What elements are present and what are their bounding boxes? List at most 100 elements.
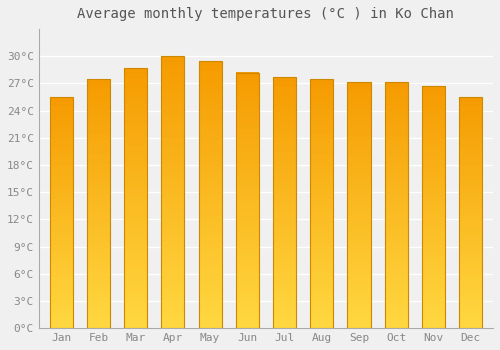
Bar [310, 243, 334, 248]
Bar [124, 68, 147, 328]
Bar [236, 190, 259, 195]
Bar [348, 86, 370, 91]
Bar [273, 313, 296, 318]
Bar [50, 305, 72, 310]
Bar [50, 259, 72, 264]
Bar [310, 278, 334, 283]
Bar [124, 219, 147, 224]
Bar [87, 198, 110, 204]
Bar [50, 153, 72, 157]
Bar [124, 193, 147, 198]
Bar [198, 61, 222, 66]
Bar [50, 199, 72, 203]
Bar [87, 134, 110, 139]
Bar [422, 222, 445, 226]
Bar [236, 154, 259, 160]
Bar [50, 97, 72, 101]
Bar [273, 173, 296, 177]
Bar [124, 141, 147, 146]
Bar [348, 121, 370, 126]
Bar [348, 205, 370, 210]
Bar [124, 156, 147, 162]
Bar [236, 277, 259, 282]
Bar [50, 268, 72, 273]
Bar [162, 154, 184, 160]
Bar [384, 150, 408, 156]
Bar [198, 312, 222, 317]
Bar [310, 253, 334, 258]
Bar [459, 222, 482, 226]
Bar [124, 135, 147, 141]
Bar [422, 120, 445, 125]
Bar [162, 62, 184, 67]
Bar [87, 89, 110, 94]
Bar [236, 78, 259, 83]
Bar [459, 226, 482, 231]
Bar [198, 248, 222, 253]
Bar [310, 134, 334, 139]
Bar [348, 230, 370, 235]
Bar [422, 241, 445, 246]
Bar [273, 273, 296, 278]
Bar [422, 270, 445, 275]
Bar [236, 144, 259, 149]
Bar [422, 110, 445, 115]
Bar [348, 264, 370, 269]
Bar [50, 185, 72, 189]
Bar [459, 245, 482, 250]
Bar [422, 193, 445, 197]
Bar [198, 178, 222, 184]
Bar [348, 195, 370, 200]
Bar [198, 61, 222, 328]
Bar [236, 236, 259, 241]
Bar [310, 124, 334, 129]
Bar [384, 254, 408, 259]
Bar [273, 127, 296, 132]
Bar [422, 226, 445, 231]
Bar [310, 223, 334, 229]
Bar [459, 259, 482, 264]
Bar [348, 170, 370, 175]
Bar [162, 301, 184, 307]
Bar [162, 83, 184, 89]
Bar [162, 78, 184, 83]
Bar [198, 285, 222, 291]
Bar [459, 300, 482, 305]
Bar [348, 111, 370, 116]
Bar [422, 86, 445, 328]
Bar [384, 155, 408, 161]
Bar [236, 272, 259, 277]
Bar [422, 105, 445, 110]
Bar [459, 217, 482, 222]
Bar [310, 144, 334, 149]
Bar [124, 198, 147, 203]
Bar [384, 106, 408, 111]
Bar [348, 101, 370, 106]
Bar [50, 282, 72, 287]
Bar [459, 143, 482, 148]
Bar [198, 130, 222, 136]
Bar [198, 243, 222, 248]
Bar [50, 148, 72, 153]
Bar [459, 236, 482, 240]
Bar [50, 245, 72, 250]
Bar [422, 86, 445, 91]
Bar [310, 214, 334, 218]
Bar [87, 278, 110, 283]
Title: Average monthly temperatures (°C ) in Ko Chan: Average monthly temperatures (°C ) in Ko… [78, 7, 454, 21]
Bar [459, 323, 482, 328]
Bar [273, 203, 296, 208]
Bar [310, 283, 334, 288]
Bar [87, 189, 110, 194]
Bar [198, 157, 222, 162]
Bar [162, 317, 184, 323]
Bar [198, 93, 222, 98]
Bar [50, 120, 72, 125]
Bar [162, 105, 184, 111]
Bar [384, 185, 408, 190]
Bar [87, 178, 110, 184]
Bar [384, 323, 408, 328]
Bar [310, 203, 334, 209]
Bar [236, 226, 259, 231]
Bar [384, 249, 408, 254]
